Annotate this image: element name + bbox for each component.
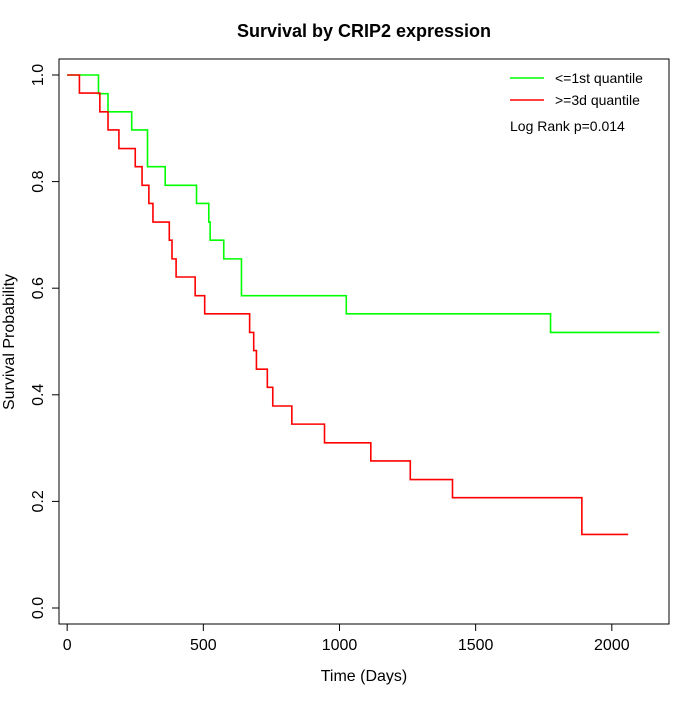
x-tick-label: 500	[190, 637, 217, 654]
y-tick-label: 0.8	[30, 170, 47, 192]
x-tick-label: 0	[63, 637, 72, 654]
y-tick-label: 0.0	[30, 597, 47, 619]
y-tick-label: 0.6	[30, 277, 47, 299]
x-axis: 0 500 1000 1500 2000	[63, 623, 630, 654]
series-line-high-quantile	[67, 74, 629, 536]
y-axis: 0.0 0.2 0.4 0.6 0.8 1.0	[30, 64, 60, 619]
y-tick-label: 0.2	[30, 490, 47, 512]
x-tick-label: 1500	[458, 637, 494, 654]
x-tick-label: 1000	[322, 637, 358, 654]
legend-label-low-quantile: <=1st quantile	[555, 70, 643, 86]
logrank-annotation: Log Rank p=0.014	[510, 118, 625, 134]
x-tick-label: 2000	[594, 637, 630, 654]
series-line-low-quantile	[67, 74, 660, 334]
y-axis-label: Survival Probability	[1, 274, 18, 410]
series-layer	[67, 74, 660, 536]
legend-label-high-quantile: >=3d quantile	[555, 92, 640, 108]
y-tick-label: 0.4	[30, 384, 47, 406]
plot-frame	[58, 58, 670, 625]
x-axis-label: Time (Days)	[321, 668, 408, 685]
chart-title: Survival by CRIP2 expression	[237, 21, 491, 41]
y-tick-label: 1.0	[30, 64, 47, 86]
legend: <=1st quantile >=3d quantile	[510, 70, 643, 108]
